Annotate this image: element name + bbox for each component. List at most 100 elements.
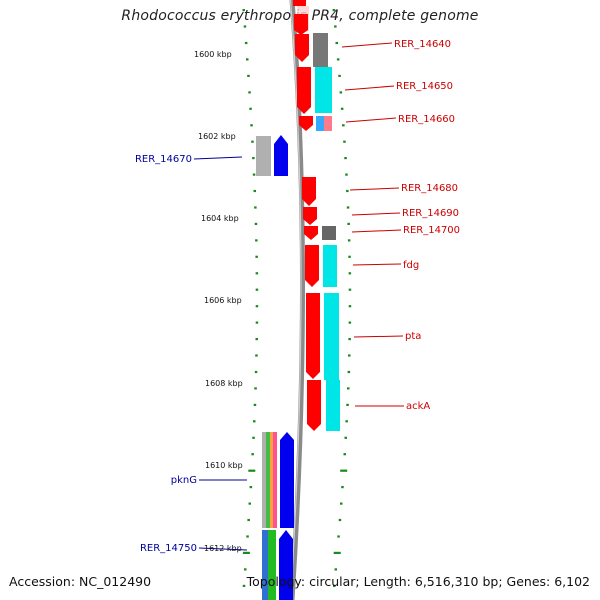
gene-top-partial-arrow[interactable] (294, 14, 308, 35)
minor-tick (343, 140, 346, 143)
label-rer-14650[interactable]: RER_14650 (396, 81, 453, 92)
gene-rer-14750-feature-green[interactable] (268, 530, 276, 600)
gene-rer-14750-arrow[interactable] (279, 530, 293, 600)
gene-acka-feature[interactable] (326, 380, 340, 431)
gene-rer-14660-feature-b[interactable] (324, 116, 332, 131)
scale-label-1606: 1606 kbp (204, 296, 242, 305)
gene-rer-14650-arrow[interactable] (297, 67, 311, 114)
label-rer-14670[interactable]: RER_14670 (135, 154, 192, 165)
gene-pkng-arrow[interactable] (280, 432, 294, 528)
minor-tick (338, 518, 342, 522)
gene-labels-right: RER_14640 RER_14650 RER_14660 RER_14680 … (394, 39, 460, 412)
gene-rer-14660-arrow[interactable] (299, 116, 313, 131)
minor-tick (246, 58, 249, 61)
scale-label-1610: 1610 kbp (205, 461, 243, 470)
leader-lines-left (193, 156, 248, 551)
minor-tick (339, 91, 343, 94)
minor-tick (244, 41, 248, 45)
minor-tick (346, 206, 350, 209)
gene-rer-14640-feature[interactable] (313, 33, 328, 67)
minor-tick (342, 124, 345, 127)
gene-labels-left: RER_14670 pknG RER_14750 (135, 154, 197, 554)
minor-tick (255, 255, 258, 258)
minor-tick (338, 74, 341, 77)
label-pkng[interactable]: pknG (171, 475, 197, 486)
gene-fdg-arrow[interactable] (305, 245, 319, 287)
gene-pkng-feature-green[interactable] (266, 432, 270, 528)
minor-tick (347, 387, 350, 390)
label-rer-14690[interactable]: RER_14690 (402, 208, 459, 219)
minor-tick (335, 41, 338, 45)
major-tick (242, 551, 250, 554)
gene-acka-arrow[interactable] (307, 380, 321, 431)
minor-tick (348, 354, 351, 357)
gene-pta-arrow[interactable] (306, 293, 320, 379)
label-rer-14680[interactable]: RER_14680 (401, 183, 458, 194)
major-tick (333, 551, 341, 554)
label-rer-14660[interactable]: RER_14660 (398, 114, 455, 125)
gene-rer-14650-feature[interactable] (315, 67, 332, 113)
minor-tick (348, 255, 351, 258)
minor-tick (344, 157, 347, 160)
minor-tick (254, 370, 258, 374)
gene-rer-14750-feature-blue[interactable] (262, 530, 268, 600)
minor-tick (253, 189, 256, 193)
minor-tick (348, 272, 352, 275)
gene-fdg-feature[interactable] (323, 245, 337, 287)
major-tick (340, 469, 348, 472)
label-fdg[interactable]: fdg (403, 260, 419, 271)
gene-rer-14640-arrow[interactable] (295, 34, 309, 62)
gene-pkng-feature-gray[interactable] (262, 432, 266, 528)
minor-tick (254, 222, 258, 225)
gene-pkng-feature-pink[interactable] (273, 432, 277, 528)
label-pta[interactable]: pta (405, 331, 421, 342)
minor-tick (255, 354, 258, 357)
label-rer-14640[interactable]: RER_14640 (394, 39, 451, 50)
gene-top-partial[interactable] (293, 0, 306, 6)
minor-tick (348, 305, 352, 308)
minor-tick (250, 124, 253, 127)
minor-tick (333, 584, 336, 587)
gene-rer-14700-arrow[interactable] (304, 226, 318, 240)
gene-rer-14690-arrow[interactable] (303, 207, 317, 225)
minor-tick (255, 272, 259, 275)
minor-tick (343, 453, 346, 456)
minor-tick (248, 91, 251, 94)
minor-tick (247, 74, 250, 77)
minor-tick (346, 403, 349, 406)
gene-rer-14670-feature[interactable] (256, 136, 271, 176)
minor-tick (255, 338, 258, 341)
minor-tick (340, 502, 343, 505)
minor-tick (252, 436, 255, 439)
scale-label-1608: 1608 kbp (205, 379, 243, 388)
gene-rer-14700-feature[interactable] (322, 226, 336, 240)
scale-label-1602: 1602 kbp (198, 132, 236, 141)
label-acka[interactable]: ackA (406, 401, 430, 412)
scale-labels: 1600 kbp 1602 kbp 1604 kbp 1606 kbp 1608… (194, 50, 243, 553)
minor-tick (255, 305, 259, 308)
minor-tick (251, 453, 254, 456)
gene-pta-feature[interactable] (324, 293, 339, 380)
minor-tick (248, 502, 251, 505)
scale-ticks-right (332, 9, 352, 587)
leader-lines-right (341, 42, 404, 407)
label-rer-14750[interactable]: RER_14750 (140, 543, 197, 554)
label-rer-14700[interactable]: RER_14700 (403, 225, 460, 236)
gene-rer-14680-arrow[interactable] (302, 177, 316, 206)
minor-tick (345, 173, 348, 176)
minor-tick (336, 58, 340, 61)
gene-pkng-feature-orange[interactable] (270, 432, 273, 528)
gene-rer-14670-arrow[interactable] (274, 135, 288, 176)
minor-tick (348, 321, 352, 324)
minor-tick (346, 189, 349, 193)
minor-tick (348, 288, 352, 291)
minor-tick (253, 420, 256, 423)
minor-tick (247, 518, 250, 522)
minor-tick (340, 107, 344, 110)
gene-rer-14660-feature-a[interactable] (316, 116, 324, 131)
minor-tick (255, 239, 258, 242)
scale-label-1600: 1600 kbp (194, 50, 232, 59)
minor-tick (332, 9, 336, 12)
minor-tick (252, 173, 256, 176)
